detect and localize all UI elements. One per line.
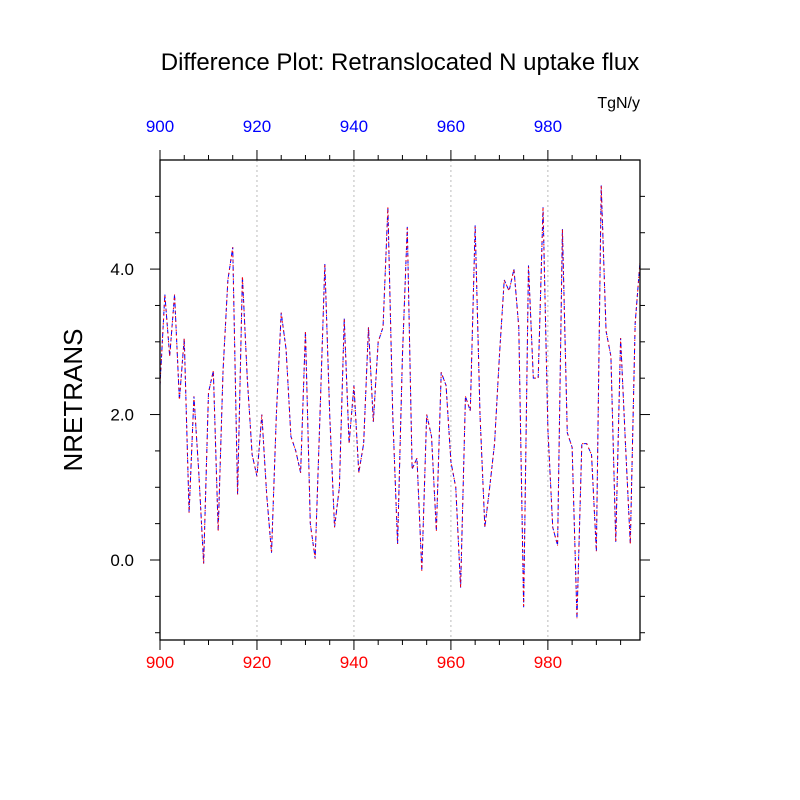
series-line-1 [159,185,641,619]
series-lines [159,185,641,619]
x-tick-label-bottom-980: 980 [534,653,562,672]
y-tick-label-2: 2.0 [110,406,134,425]
x-tick-label-bottom-940: 940 [340,653,368,672]
x-tick-label-bottom-920: 920 [243,653,271,672]
grid-lines [256,160,549,640]
x-tick-label-top-900: 900 [146,117,174,136]
x-tick-label-bottom-900: 900 [146,653,174,672]
x-tick-label-bottom-960: 960 [437,653,465,672]
plot-frame [159,159,641,641]
chart-title: Difference Plot: Retranslocated N uptake… [161,49,639,76]
tick-labels: 900 900 920 920 940 940 960 960 980 980 0.0 2.0 4.0 [110,117,562,672]
x-tick-label-top-980: 980 [534,117,562,136]
axis-ticks [150,150,650,650]
x-tick-label-top-920: 920 [243,117,271,136]
y-tick-label-4: 4.0 [110,260,134,279]
x-tick-label-top-940: 940 [340,117,368,136]
y-axis-label: NRETRANS [58,328,88,471]
x-tick-label-top-960: 960 [437,117,465,136]
series-line-0 [159,185,641,619]
units-label: TgN/y [597,95,640,112]
y-tick-label-0: 0.0 [110,551,134,570]
